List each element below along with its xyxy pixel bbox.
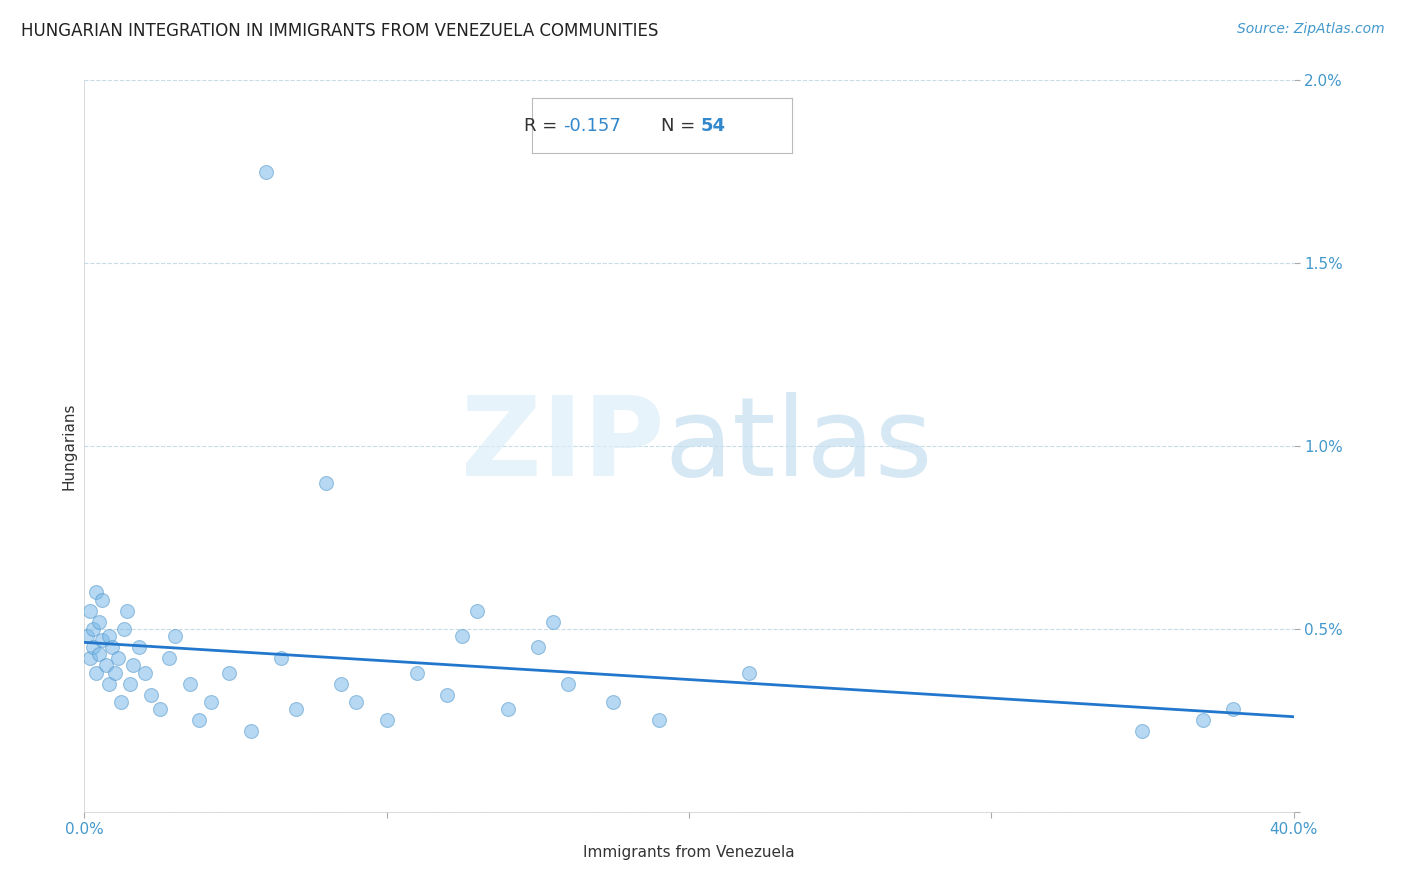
- Point: [1130, 724, 1153, 739]
- Point: [467, 604, 489, 618]
- Point: [188, 714, 211, 728]
- Point: [451, 629, 474, 643]
- Point: [97, 629, 120, 643]
- Point: [82, 640, 104, 655]
- Point: [602, 695, 624, 709]
- Point: [121, 658, 143, 673]
- Point: [179, 676, 201, 690]
- Point: [315, 475, 337, 490]
- Text: N =: N =: [661, 117, 700, 135]
- Point: [128, 640, 150, 655]
- Point: [76, 629, 98, 643]
- Point: [541, 615, 564, 629]
- Point: [115, 604, 138, 618]
- Point: [738, 665, 761, 680]
- Text: -0.157: -0.157: [562, 117, 621, 135]
- Point: [91, 632, 114, 647]
- Point: [149, 702, 172, 716]
- Point: [648, 714, 671, 728]
- Text: atlas: atlas: [665, 392, 934, 500]
- Point: [94, 658, 117, 673]
- Point: [157, 651, 180, 665]
- Point: [557, 676, 579, 690]
- Text: HUNGARIAN INTEGRATION IN IMMIGRANTS FROM VENEZUELA COMMUNITIES: HUNGARIAN INTEGRATION IN IMMIGRANTS FROM…: [21, 22, 658, 40]
- Point: [112, 622, 135, 636]
- Point: [406, 665, 429, 680]
- Point: [97, 676, 120, 690]
- Point: [118, 676, 141, 690]
- Text: ZIP: ZIP: [461, 392, 665, 500]
- Text: R =: R =: [524, 117, 562, 135]
- Point: [86, 585, 108, 599]
- Point: [254, 164, 277, 178]
- Point: [496, 702, 519, 716]
- Point: [330, 676, 353, 690]
- Text: Source: ZipAtlas.com: Source: ZipAtlas.com: [1237, 22, 1385, 37]
- Point: [89, 615, 111, 629]
- Point: [239, 724, 262, 739]
- Point: [104, 665, 127, 680]
- Point: [270, 651, 292, 665]
- Point: [139, 688, 162, 702]
- Point: [436, 688, 458, 702]
- Point: [375, 714, 398, 728]
- Point: [200, 695, 222, 709]
- Point: [218, 665, 240, 680]
- Point: [79, 604, 101, 618]
- Point: [1192, 714, 1215, 728]
- Text: 54: 54: [700, 117, 725, 135]
- Point: [89, 648, 111, 662]
- Point: [79, 651, 101, 665]
- Point: [91, 592, 114, 607]
- Y-axis label: Hungarians: Hungarians: [60, 402, 76, 490]
- Point: [100, 640, 122, 655]
- Point: [134, 665, 156, 680]
- Point: [285, 702, 308, 716]
- Point: [107, 651, 129, 665]
- Point: [165, 629, 187, 643]
- Point: [346, 695, 368, 709]
- Point: [1222, 702, 1244, 716]
- Point: [82, 622, 104, 636]
- X-axis label: Immigrants from Venezuela: Immigrants from Venezuela: [583, 846, 794, 861]
- Point: [527, 640, 550, 655]
- Point: [86, 665, 108, 680]
- Point: [110, 695, 132, 709]
